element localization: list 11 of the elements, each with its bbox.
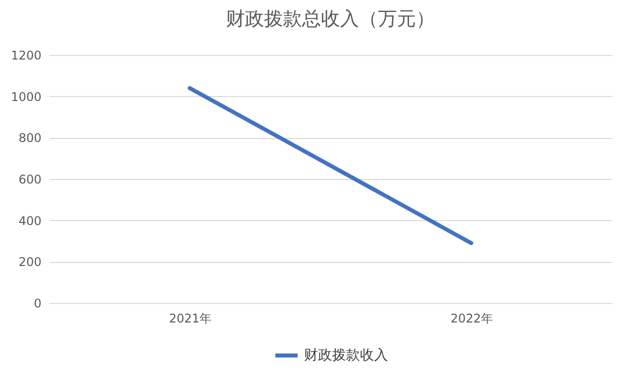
x-tick-label: 2021年 [168, 312, 212, 326]
y-tick-label: 600 [18, 172, 42, 186]
legend-label: 财政拨款收入 [304, 348, 388, 364]
y-tick-label: 800 [18, 131, 42, 146]
y-tick-label: 400 [18, 214, 42, 228]
chart-title: 财政拨款总收入（万元） [226, 8, 435, 30]
y-tick-label: 200 [18, 255, 42, 270]
x-tick-label: 2022年 [450, 312, 494, 326]
y-tick-label: 1200 [10, 48, 42, 62]
y-tick-label: 1000 [10, 90, 42, 104]
y-tick-label: 0 [34, 296, 42, 310]
